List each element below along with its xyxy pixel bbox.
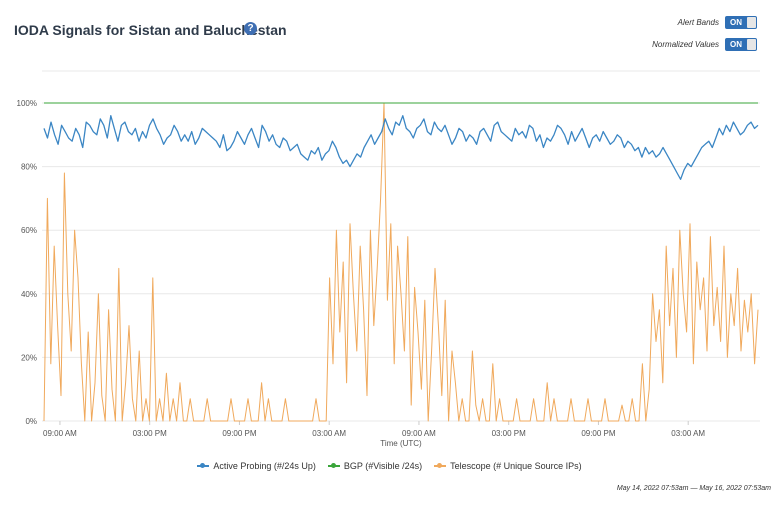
legend-swatch-active-probing (197, 463, 210, 468)
legend-item-bgp[interactable]: BGP (#Visible /24s) (327, 461, 423, 471)
y-tick-label: 0% (25, 417, 37, 426)
alert-bands-label: Alert Bands (677, 18, 719, 27)
y-tick-label: 80% (21, 163, 37, 172)
normalized-values-label: Normalized Values (652, 40, 719, 49)
legend-swatch-telescope (434, 463, 447, 468)
legend-label-bgp: BGP (#Visible /24s) (343, 461, 423, 471)
legend-label-active-probing: Active Probing (#/24s Up) (213, 461, 316, 471)
chart-legend: Active Probing (#/24s Up) BGP (#Visible … (0, 461, 779, 471)
help-icon[interactable]: ? (244, 22, 257, 35)
date-range: May 14, 2022 07:53am — May 16, 2022 07:5… (616, 485, 771, 492)
legend-swatch-bgp (327, 463, 340, 468)
normalized-values-toggle-state: ON (730, 40, 742, 49)
y-tick-label: 100% (17, 99, 37, 108)
x-tick-label: 09:00 AM (43, 429, 77, 438)
x-axis-label: Time (UTC) (380, 439, 422, 448)
x-tick-label: 03:00 PM (492, 429, 527, 438)
toggle-knob (747, 17, 756, 28)
legend-item-active-probing[interactable]: Active Probing (#/24s Up) (197, 461, 316, 471)
series-line-active-probing (43, 115, 759, 180)
normalized-values-control: Normalized Values ON (652, 38, 757, 51)
x-tick-label: 03:00 PM (133, 429, 168, 438)
y-tick-label: 20% (21, 353, 37, 362)
signals-chart[interactable]: 0% 20% 40% 60% 80% 100% 09:00 AM 03:00 PM 09:00 … (0, 0, 779, 460)
alert-bands-toggle[interactable]: ON (725, 16, 757, 29)
normalized-values-toggle[interactable]: ON (725, 38, 757, 51)
alert-bands-control: Alert Bands ON (678, 16, 757, 29)
series-line-telescope (43, 102, 759, 422)
legend-item-telescope[interactable]: Telescope (# Unique Source IPs) (434, 461, 582, 471)
x-tick-label: 03:00 AM (671, 429, 705, 438)
page-title: IODA Signals for Sistan and Baluchestan (14, 22, 287, 38)
x-tick-label: 09:00 PM (581, 429, 616, 438)
x-tick-label: 09:00 PM (222, 429, 257, 438)
x-tick-label: 03:00 AM (312, 429, 346, 438)
x-tick-label: 09:00 AM (402, 429, 436, 438)
toggle-knob (747, 39, 756, 50)
alert-bands-toggle-state: ON (730, 18, 742, 27)
y-tick-label: 40% (21, 290, 37, 299)
y-tick-label: 60% (21, 226, 37, 235)
legend-label-telescope: Telescope (# Unique Source IPs) (450, 461, 582, 471)
